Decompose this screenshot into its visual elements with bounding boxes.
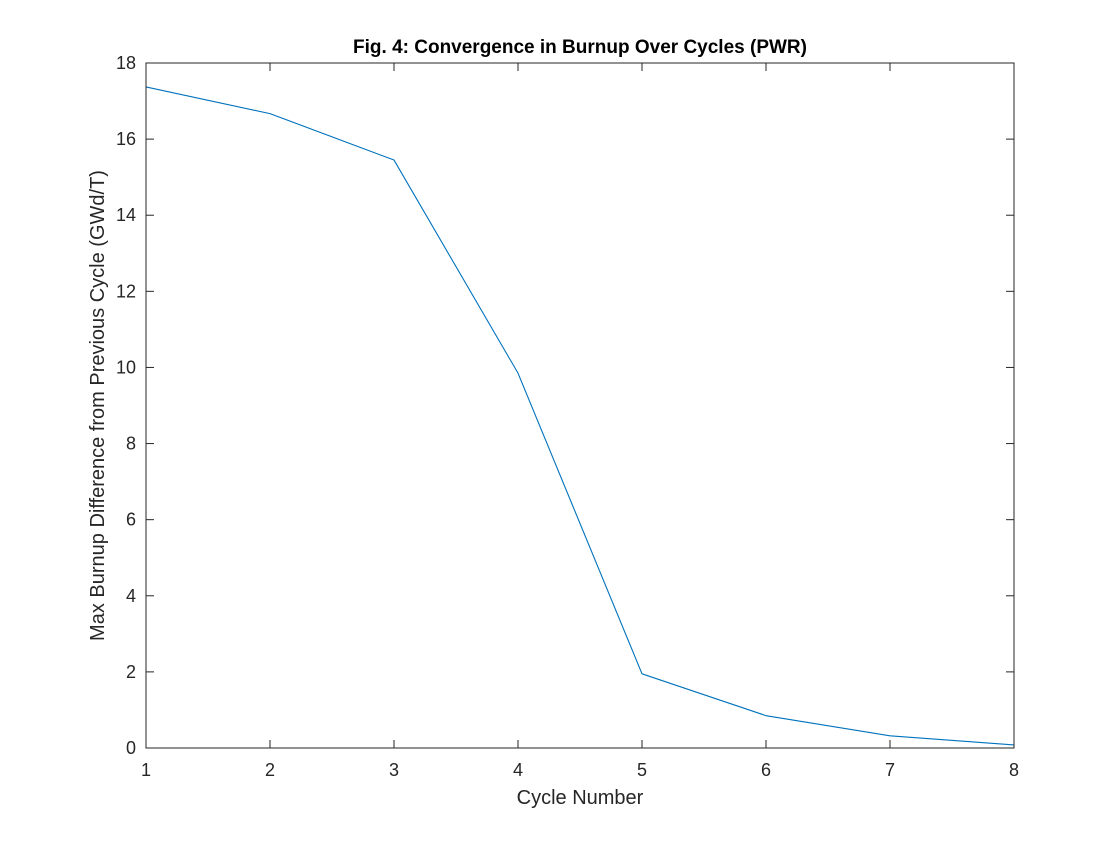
x-axis-label: Cycle Number: [517, 787, 644, 809]
y-tick-label: 12: [116, 281, 136, 301]
y-tick-label: 18: [116, 53, 136, 73]
plot-area: [146, 63, 1014, 748]
y-tick-label: 14: [116, 205, 136, 225]
y-axis-label: Max Burnup Difference from Previous Cycl…: [87, 170, 109, 641]
axes-box: [145, 62, 1015, 749]
y-tick-label: 6: [126, 510, 136, 530]
y-tick-label: 16: [116, 129, 136, 149]
y-tick-label: 0: [126, 738, 136, 758]
x-tick-label: 3: [389, 760, 399, 780]
series-line-1: [145, 86, 1015, 746]
x-tick-label: 1: [141, 760, 151, 780]
series-layer: [145, 86, 1015, 746]
x-tick-label: 4: [513, 760, 523, 780]
chart-title: Fig. 4: Convergence in Burnup Over Cycle…: [353, 37, 807, 58]
y-tick-label: 2: [126, 662, 136, 682]
y-tick-label: 8: [126, 434, 136, 454]
x-tick-label: 6: [761, 760, 771, 780]
y-tick-label: 4: [126, 586, 136, 606]
x-tick-label: 2: [265, 760, 275, 780]
x-tick-label: 7: [885, 760, 895, 780]
x-tick-label: 8: [1009, 760, 1019, 780]
x-tick-label: 5: [637, 760, 647, 780]
y-tick-label: 10: [116, 357, 136, 377]
